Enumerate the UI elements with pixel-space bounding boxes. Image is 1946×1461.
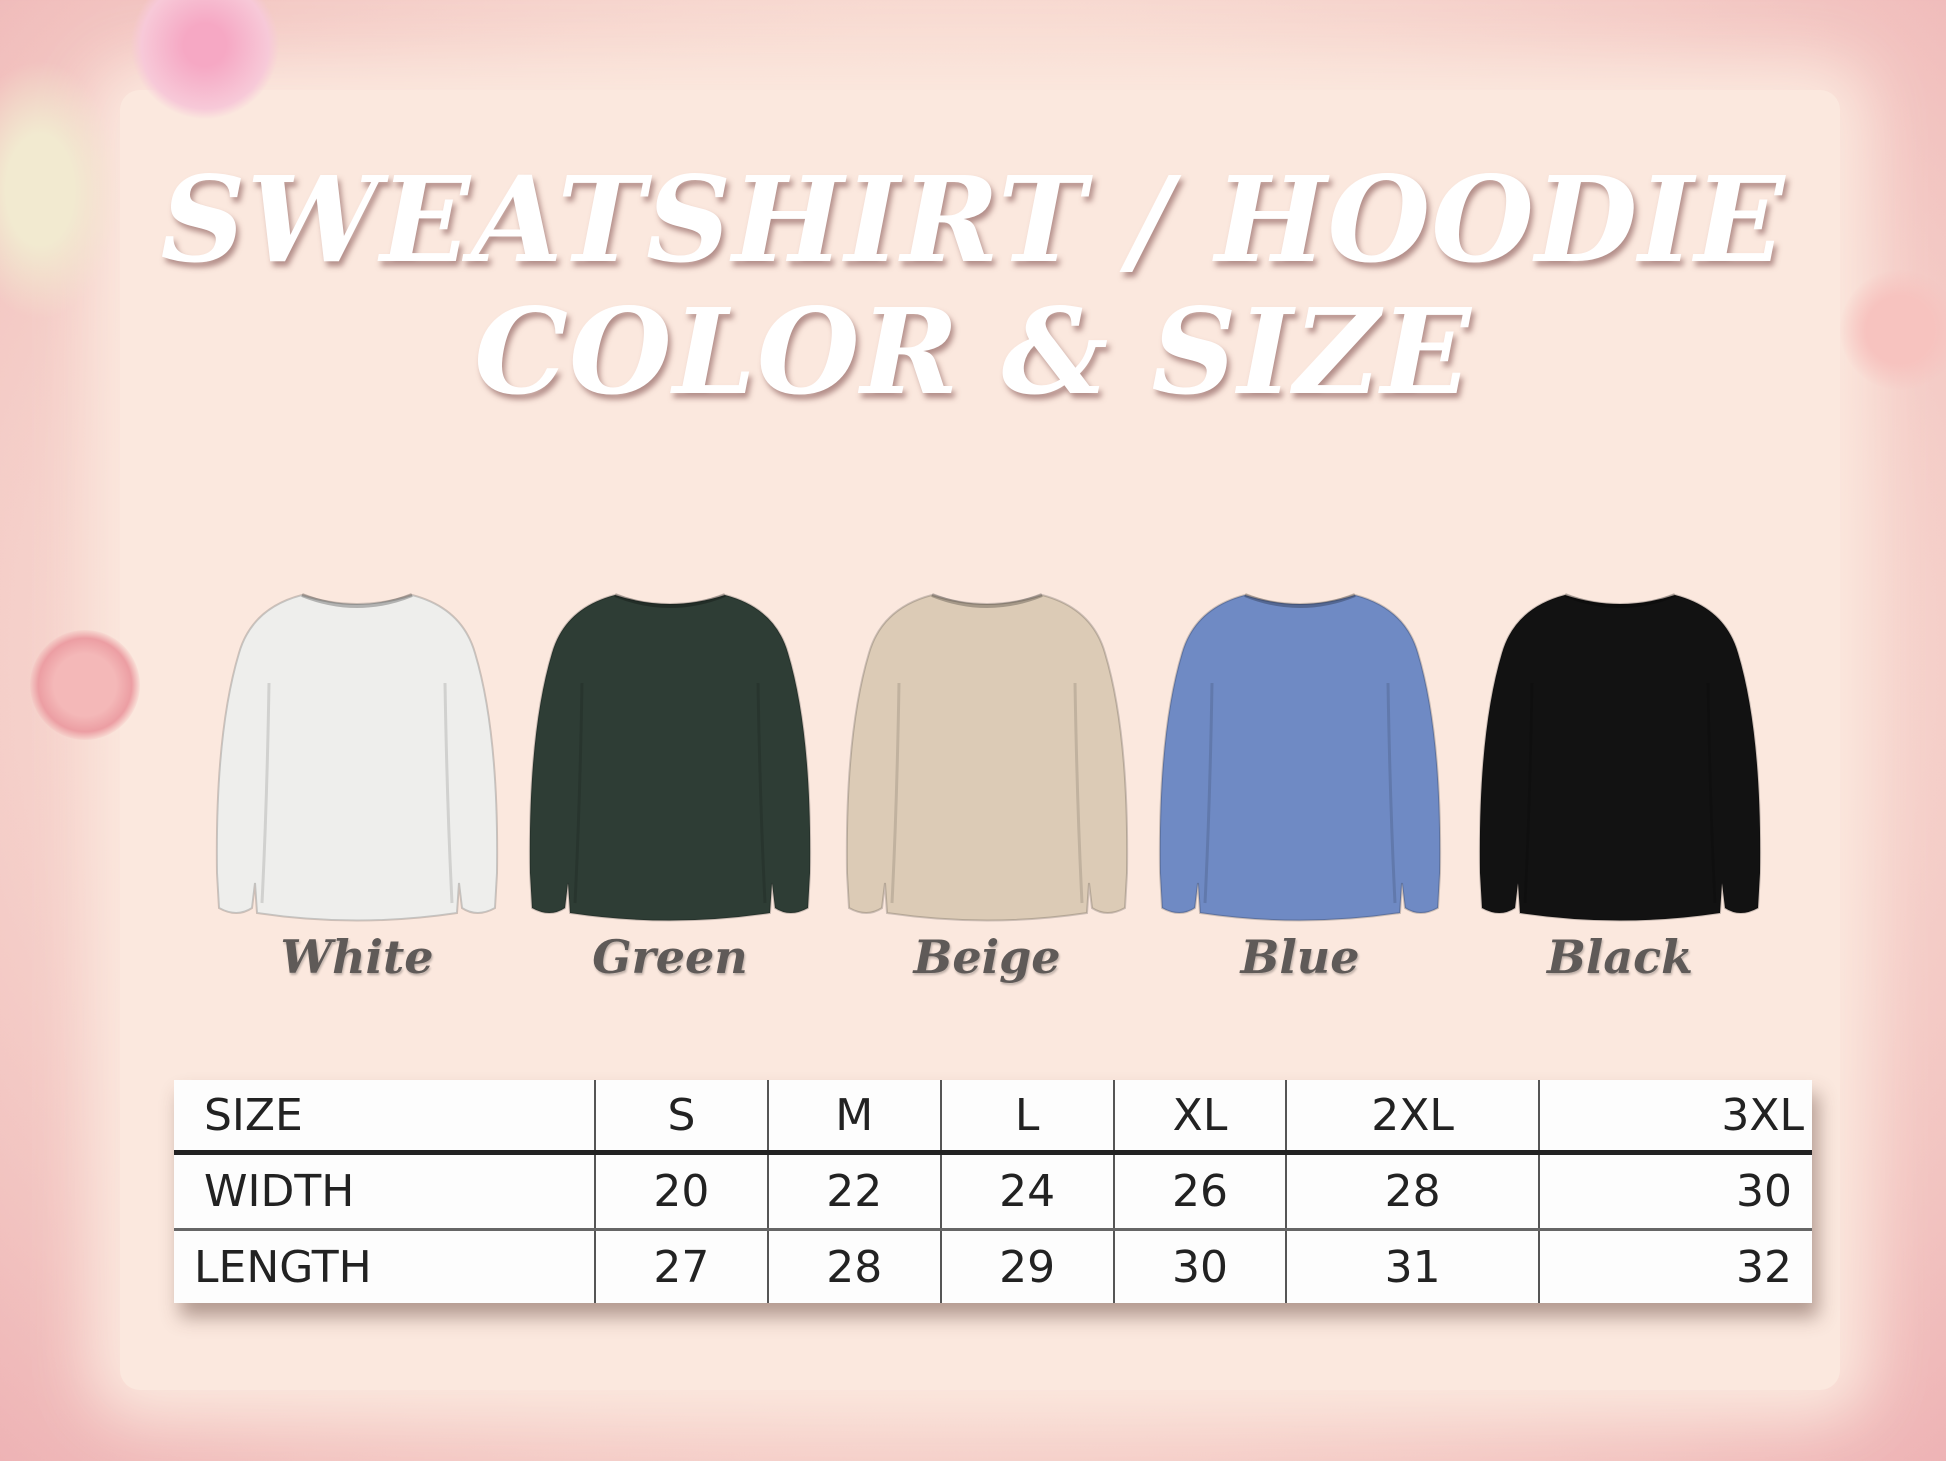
color-label: Green — [592, 930, 748, 984]
table-cell: 26 — [1112, 1152, 1287, 1231]
table-cell: 28 — [766, 1229, 941, 1303]
table-cell: 30 — [1112, 1229, 1287, 1303]
color-label: Blue — [1240, 930, 1360, 984]
sweater-black — [1470, 583, 1770, 928]
table-cell: 20 — [594, 1152, 768, 1231]
header-cell: SIZE — [174, 1080, 595, 1155]
color-label: Beige — [913, 930, 1061, 984]
header-cell: XL — [1112, 1080, 1287, 1155]
header-cell: 2XL — [1285, 1080, 1539, 1155]
table-cell: 31 — [1285, 1229, 1539, 1303]
color-label: White — [280, 930, 434, 984]
table-cell: 27 — [594, 1229, 768, 1303]
sweater-beige — [837, 583, 1137, 928]
size-table: SIZE S M L XL 2XL 3XL WIDTH 20 22 24 26 … — [174, 1080, 1812, 1303]
table-header-row: SIZE S M L XL 2XL 3XL — [174, 1080, 1812, 1155]
table-cell: 22 — [766, 1152, 941, 1231]
table-row-width: WIDTH 20 22 24 26 28 30 — [174, 1152, 1812, 1231]
row-label: LENGTH — [194, 1241, 372, 1293]
title-line-2: COLOR & SIZE — [474, 282, 1472, 421]
table-row-length: LENGTH 27 28 29 30 31 32 — [174, 1229, 1812, 1303]
table-cell: 30 — [1537, 1152, 1812, 1231]
color-label: Black — [1546, 930, 1694, 984]
header-cell: L — [939, 1080, 1114, 1155]
title-line-1: SWEATSHIRT / HOODIE — [160, 150, 1786, 289]
header-cell: S — [594, 1080, 768, 1155]
sweater-green — [520, 583, 820, 928]
sweater-white — [207, 583, 507, 928]
table-cell: 32 — [1537, 1229, 1812, 1303]
table-cell: 24 — [939, 1152, 1114, 1231]
row-label: WIDTH — [174, 1152, 595, 1231]
button-decoration — [30, 630, 140, 740]
table-cell: 28 — [1285, 1152, 1539, 1231]
button-decoration — [1840, 270, 1946, 390]
table-cell: 29 — [939, 1229, 1114, 1303]
header-cell: M — [766, 1080, 941, 1155]
sweater-blue — [1150, 583, 1450, 928]
header-cell: 3XL — [1537, 1080, 1812, 1155]
flower-decoration — [130, 0, 280, 120]
